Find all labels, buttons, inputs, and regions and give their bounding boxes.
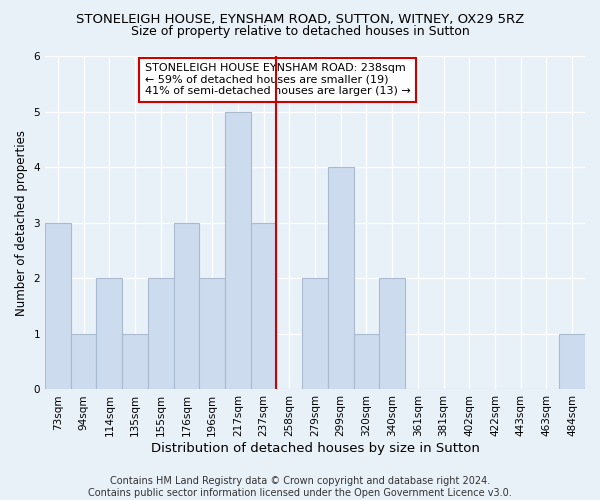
- Text: STONELEIGH HOUSE, EYNSHAM ROAD, SUTTON, WITNEY, OX29 5RZ: STONELEIGH HOUSE, EYNSHAM ROAD, SUTTON, …: [76, 12, 524, 26]
- Bar: [122, 334, 148, 390]
- Bar: [353, 334, 379, 390]
- Bar: [559, 334, 585, 390]
- Y-axis label: Number of detached properties: Number of detached properties: [15, 130, 28, 316]
- Bar: [251, 223, 277, 390]
- Bar: [173, 223, 199, 390]
- Bar: [45, 223, 71, 390]
- Bar: [225, 112, 251, 390]
- Text: Contains HM Land Registry data © Crown copyright and database right 2024.
Contai: Contains HM Land Registry data © Crown c…: [88, 476, 512, 498]
- Bar: [328, 168, 353, 390]
- Bar: [199, 278, 225, 390]
- X-axis label: Distribution of detached houses by size in Sutton: Distribution of detached houses by size …: [151, 442, 479, 455]
- Bar: [302, 278, 328, 390]
- Text: STONELEIGH HOUSE EYNSHAM ROAD: 238sqm
← 59% of detached houses are smaller (19)
: STONELEIGH HOUSE EYNSHAM ROAD: 238sqm ← …: [145, 63, 410, 96]
- Bar: [71, 334, 97, 390]
- Text: Size of property relative to detached houses in Sutton: Size of property relative to detached ho…: [131, 25, 469, 38]
- Bar: [97, 278, 122, 390]
- Bar: [379, 278, 405, 390]
- Bar: [148, 278, 173, 390]
